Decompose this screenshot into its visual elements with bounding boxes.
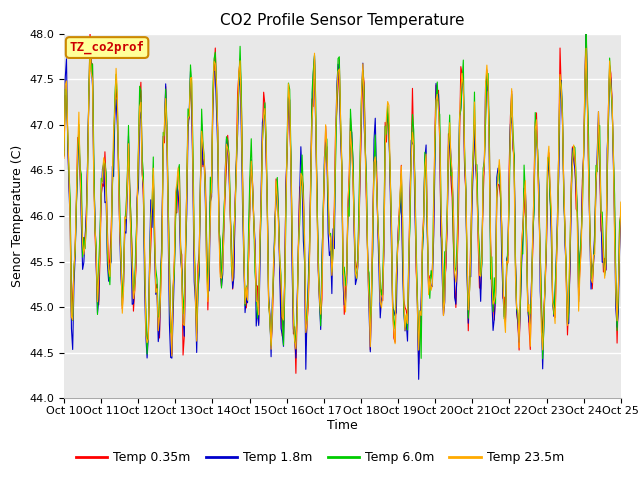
Temp 0.35m: [122, 212, 130, 218]
Temp 23.5m: [153, 286, 161, 291]
Temp 6.0m: [582, 14, 590, 20]
Temp 1.8m: [374, 223, 381, 228]
Temp 23.5m: [596, 148, 604, 154]
Temp 0.35m: [153, 281, 161, 287]
Temp 23.5m: [60, 156, 68, 161]
Line: Temp 0.35m: Temp 0.35m: [64, 20, 621, 373]
Temp 1.8m: [617, 216, 625, 222]
Temp 6.0m: [122, 207, 130, 213]
Legend: Temp 0.35m, Temp 1.8m, Temp 6.0m, Temp 23.5m: Temp 0.35m, Temp 1.8m, Temp 6.0m, Temp 2…: [71, 446, 569, 469]
Temp 1.8m: [611, 227, 618, 232]
Temp 23.5m: [122, 216, 130, 222]
Temp 0.35m: [611, 209, 618, 215]
Text: TZ_co2prof: TZ_co2prof: [70, 41, 145, 54]
Temp 23.5m: [582, 46, 590, 51]
Temp 6.0m: [153, 276, 161, 282]
Title: CO2 Profile Sensor Temperature: CO2 Profile Sensor Temperature: [220, 13, 465, 28]
Temp 0.35m: [617, 209, 625, 215]
Temp 6.0m: [539, 356, 547, 361]
Temp 1.8m: [465, 320, 472, 326]
Temp 6.0m: [374, 214, 381, 219]
Temp 0.35m: [60, 153, 68, 159]
Temp 23.5m: [375, 244, 383, 250]
Y-axis label: Senor Temperature (C): Senor Temperature (C): [11, 145, 24, 287]
Temp 6.0m: [463, 262, 471, 268]
X-axis label: Time: Time: [327, 419, 358, 432]
Temp 23.5m: [611, 237, 618, 243]
Temp 23.5m: [465, 307, 472, 313]
Temp 0.35m: [596, 164, 604, 169]
Temp 1.8m: [415, 376, 422, 382]
Temp 1.8m: [60, 147, 68, 153]
Temp 23.5m: [617, 199, 625, 205]
Temp 6.0m: [611, 192, 618, 198]
Line: Temp 1.8m: Temp 1.8m: [64, 24, 621, 379]
Temp 1.8m: [122, 230, 130, 236]
Line: Temp 6.0m: Temp 6.0m: [64, 17, 621, 359]
Temp 1.8m: [153, 288, 161, 294]
Temp 0.35m: [292, 371, 300, 376]
Temp 6.0m: [596, 122, 604, 128]
Temp 23.5m: [168, 353, 176, 359]
Temp 1.8m: [582, 21, 590, 27]
Line: Temp 23.5m: Temp 23.5m: [64, 48, 621, 356]
Temp 0.35m: [465, 328, 472, 334]
Temp 6.0m: [60, 152, 68, 158]
Temp 6.0m: [617, 213, 625, 218]
Temp 0.35m: [582, 17, 590, 23]
Temp 0.35m: [375, 246, 383, 252]
Temp 1.8m: [596, 158, 604, 164]
